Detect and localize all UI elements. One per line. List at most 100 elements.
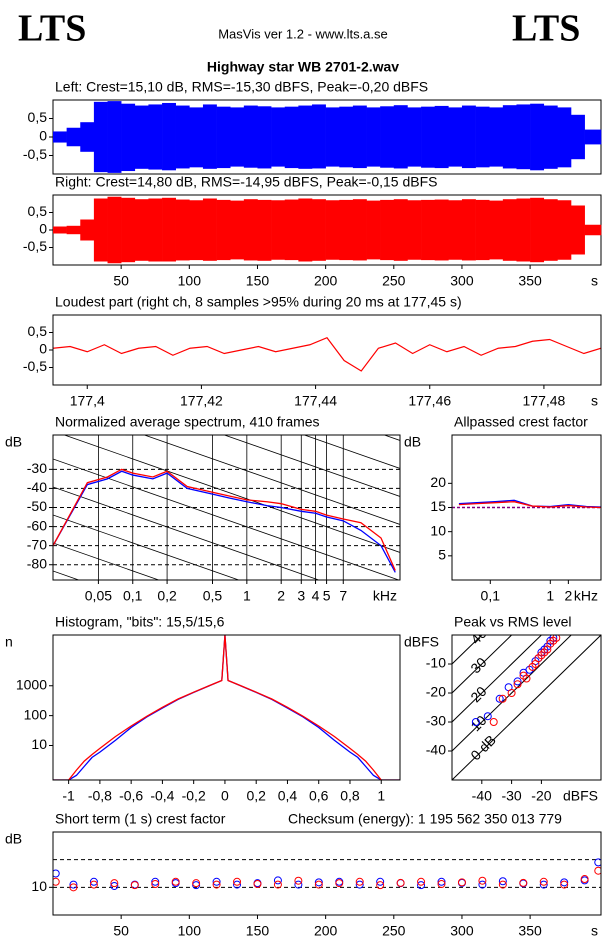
waveform-bucket [298, 105, 313, 169]
waveform-bucket [461, 199, 476, 261]
data-line [53, 635, 400, 780]
data-point [314, 878, 323, 887]
x-tick-label: 50 [113, 273, 129, 289]
x-tick-label: 300 [450, 273, 474, 289]
y-tick-label: 0 [39, 341, 47, 357]
panel-title: Histogram, "bits": 15,5/15,6 [55, 614, 225, 630]
waveform-bucket [243, 105, 258, 168]
waveform-bucket [162, 102, 176, 171]
data-point [489, 718, 498, 726]
data-point [498, 880, 507, 889]
y-tick-label: -0,5 [23, 146, 47, 162]
waveform-bucket [121, 197, 136, 263]
waveform-bucket [407, 200, 422, 260]
waveform-bucket [312, 104, 326, 169]
chart-panel: Loudest part (right ch, 8 samples >95% d… [23, 294, 602, 409]
crest-line-label: 0 dB [467, 732, 499, 764]
x-tick-label: 350 [518, 273, 542, 289]
crest-line [452, 635, 572, 752]
x-tick-label: 5 [323, 588, 331, 604]
x-tick-label: 350 [518, 923, 542, 939]
data-point [437, 880, 446, 889]
data-point [294, 876, 303, 885]
x-tick-label: -0,8 [88, 788, 112, 804]
crest-line [452, 635, 512, 694]
waveform-bucket [516, 104, 531, 170]
slope-guide [53, 514, 240, 580]
x-axis-label: s [591, 273, 598, 289]
x-tick-label: 4 [312, 588, 320, 604]
waveform-bucket [530, 197, 545, 263]
x-tick-label: 2 [277, 588, 285, 604]
data-point [130, 881, 139, 890]
y-tick-label: 0,5 [28, 109, 48, 125]
data-point [376, 877, 385, 886]
data-point [580, 875, 589, 884]
x-tick-label: 0,05 [85, 588, 112, 604]
waveform-bucket [257, 199, 272, 261]
slope-guide [303, 435, 400, 469]
x-tick-label: 150 [246, 273, 270, 289]
x-axis-label: kHz [574, 588, 598, 604]
y-tick-label: -30 [426, 713, 446, 729]
x-tick-label: 177,42 [180, 393, 223, 409]
crest-line [452, 635, 601, 780]
data-point [294, 880, 303, 889]
waveform-bucket [325, 200, 340, 260]
slope-guide [63, 435, 400, 553]
slope-guide [53, 542, 160, 580]
x-tick-label: -0,6 [119, 788, 143, 804]
x-tick-label: 177,48 [523, 393, 566, 409]
waveform-bucket [134, 199, 149, 261]
data-point [171, 877, 180, 886]
waveform-bucket [298, 198, 313, 262]
data-point [483, 712, 492, 721]
data-point [151, 880, 160, 889]
waveform-bucket [352, 105, 367, 169]
data-point [253, 880, 262, 889]
waveform-bucket [148, 104, 163, 170]
waveform-bucket [584, 129, 602, 145]
x-axis-label: s [591, 923, 598, 939]
y-tick-label: -80 [27, 555, 47, 571]
x-tick-label: 300 [450, 923, 474, 939]
y-tick-label: -60 [27, 517, 47, 533]
y-tick-label: -0,5 [23, 238, 47, 254]
waveform-bucket [448, 200, 463, 260]
plot-area [53, 858, 601, 892]
y-axis-label: dBFS [404, 634, 439, 650]
waveform-bucket [66, 225, 81, 235]
data-point [335, 879, 344, 888]
y-tick-label: 15 [430, 498, 446, 514]
x-axis-label: dBFS [563, 788, 598, 804]
waveform-bucket [271, 107, 286, 167]
data-line [53, 337, 601, 372]
waveform-bucket [543, 105, 558, 169]
data-point [495, 694, 504, 703]
x-tick-label: 200 [314, 273, 338, 289]
waveform-bucket [93, 198, 108, 262]
slope-guide [53, 263, 400, 384]
waveform-bucket [393, 105, 408, 169]
x-tick-label: 200 [314, 923, 338, 939]
panel-title: Loudest part (right ch, 8 samples >95% d… [55, 294, 462, 310]
y-tick-label: -0,5 [23, 358, 47, 374]
y-tick-label: 10 [430, 522, 446, 538]
data-point [478, 876, 487, 885]
data-line [53, 468, 396, 571]
data-line [53, 470, 396, 573]
data-point [110, 879, 119, 888]
y-tick-label: -10 [426, 655, 446, 671]
plot-area [452, 499, 601, 509]
x-tick-label: -0,4 [150, 788, 174, 804]
chart-panel: Short term (1 s) crest factor dB s 10 50 100 1… [5, 811, 602, 939]
x-tick-label: 150 [246, 923, 270, 939]
waveform-bucket [489, 107, 504, 167]
waveform-bucket [53, 226, 67, 234]
data-point [233, 877, 242, 886]
data-point [192, 881, 201, 890]
waveform-bucket [134, 105, 149, 169]
